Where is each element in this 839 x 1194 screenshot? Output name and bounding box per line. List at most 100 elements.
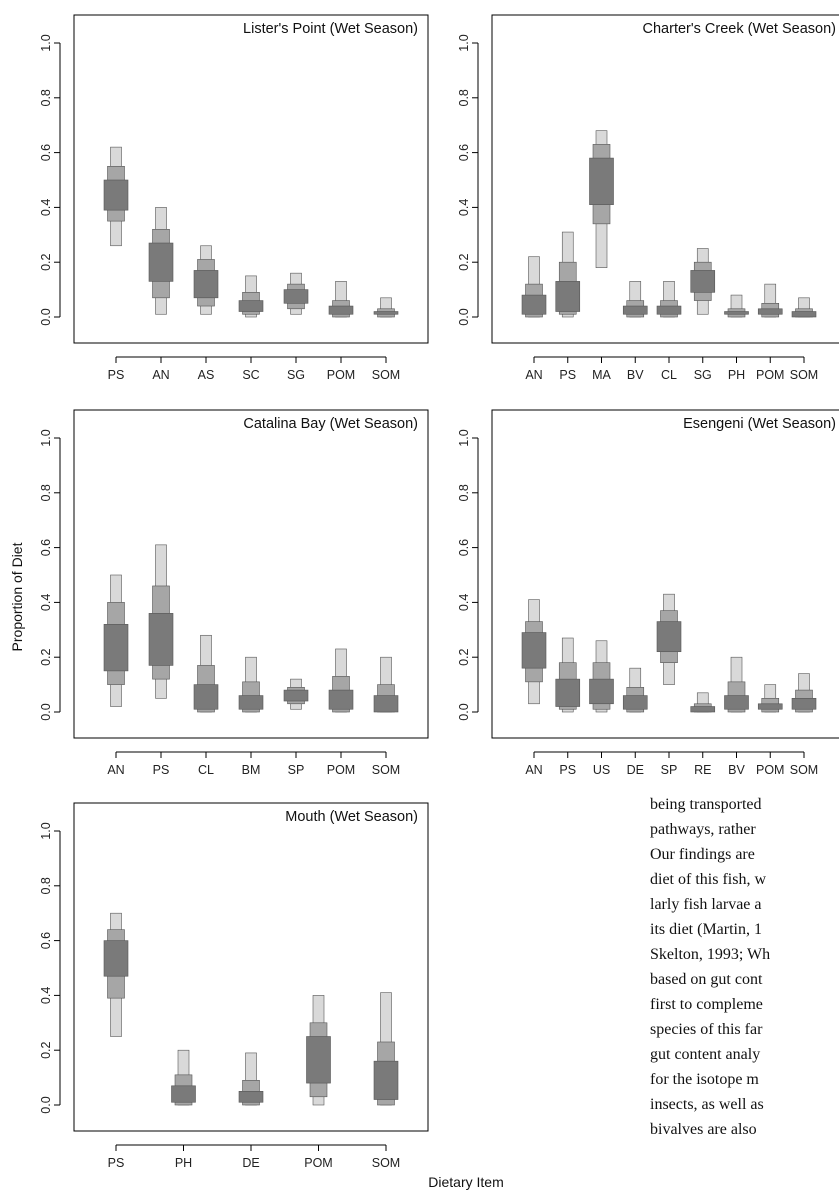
x-tick-label: PH	[728, 368, 745, 382]
panel-4: Esengeni (Wet Season) 0.0 0.2 0.4 0.6 0.8 1.0 A…	[457, 409, 839, 777]
panel-frame	[491, 409, 839, 739]
panel-frame	[73, 14, 429, 344]
x-tick-label: AN	[107, 763, 124, 777]
y-tick-label: 0.2	[39, 253, 53, 270]
y-tick-label: 0.0	[39, 308, 53, 325]
ci-50-bar-ps	[555, 281, 581, 312]
ci-50-bar-de	[622, 695, 648, 710]
body-text-line: bivalves are also	[650, 1121, 757, 1138]
ci-50-bar-pom	[757, 308, 783, 315]
y-tick-label: 0.8	[39, 484, 53, 501]
ci-50-bar-an	[521, 294, 547, 315]
y-tick-label: 0.4	[39, 594, 53, 611]
x-tick-label: CL	[198, 763, 214, 777]
ci-50-bar-bv	[622, 305, 648, 315]
x-tick-label: PS	[153, 763, 170, 777]
ci-50-bar-us	[589, 678, 614, 705]
ci-50-bar-ps	[103, 179, 129, 211]
y-tick-label: 0.0	[39, 703, 53, 720]
body-text-line: insects, as well as	[650, 1096, 764, 1113]
x-tick-label: SOM	[790, 368, 818, 382]
ci-50-bar-bm	[238, 695, 264, 710]
y-tick-label: 0.0	[457, 308, 471, 325]
panel-frame	[73, 802, 429, 1132]
x-tick-label: SOM	[372, 368, 400, 382]
ci-50-bar-som	[373, 1060, 399, 1100]
ci-50-bar-som	[791, 697, 817, 710]
ci-50-bar-ma	[589, 157, 614, 205]
x-tick-label: SP	[661, 763, 678, 777]
ci-50-bar-sp	[656, 621, 682, 653]
panel-frame	[73, 409, 429, 739]
ci-50-bar-sg	[690, 270, 716, 293]
ci-50-bar-pom	[328, 689, 354, 710]
x-tick-label: MA	[592, 368, 611, 382]
ci-50-bar-as	[193, 270, 219, 299]
x-tick-label: SG	[694, 368, 712, 382]
y-tick-label: 0.8	[457, 484, 471, 501]
panel-2: Charter's Creek (Wet Season) 0.0 0.2 0.4 0.6…	[457, 14, 839, 382]
ci-50-bar-som	[791, 311, 817, 318]
x-tick-label: POM	[327, 763, 355, 777]
x-tick-label: POM	[756, 368, 784, 382]
x-tick-label: POM	[756, 763, 784, 777]
y-tick-label: 1.0	[457, 34, 471, 51]
x-tick-label: AN	[525, 763, 542, 777]
body-text-line: larly fish larvae a	[650, 896, 762, 913]
ci-50-bar-ps	[103, 940, 129, 977]
y-tick-label: 0.4	[39, 199, 53, 216]
y-tick-label: 0.0	[457, 703, 471, 720]
x-tick-label: PH	[175, 1156, 192, 1170]
body-text-line: Our findings are	[650, 846, 755, 863]
y-tick-label: 0.2	[39, 1041, 53, 1058]
panel-1: Lister's Point (Wet Season) 0.0 0.2 0.4 0.6 0…	[39, 14, 429, 382]
y-tick-label: 0.2	[457, 253, 471, 270]
body-text-line: its diet (Martin, 1	[650, 921, 762, 938]
ci-50-bar-de	[238, 1091, 264, 1103]
y-tick-label: 0.4	[457, 594, 471, 611]
y-tick-label: 0.6	[39, 539, 53, 556]
y-tick-label: 0.8	[39, 89, 53, 106]
x-tick-label: PS	[108, 1156, 125, 1170]
y-tick-label: 0.6	[457, 144, 471, 161]
panel-title: Esengeni (Wet Season)	[683, 416, 836, 432]
x-tick-label: RE	[694, 763, 711, 777]
body-text-line: gut content analy	[650, 1046, 761, 1063]
y-tick-label: 0.8	[39, 877, 53, 894]
ci-50-bar-an	[148, 242, 174, 282]
body-text-line: being transported	[650, 796, 762, 813]
ci-50-bar-som	[373, 311, 399, 315]
ci-50-bar-sg	[283, 289, 309, 304]
y-tick-label: 0.6	[39, 144, 53, 161]
x-tick-label: AS	[198, 368, 215, 382]
y-tick-label: 0.2	[457, 648, 471, 665]
ci-50-bar-re	[690, 706, 716, 713]
x-tick-label: SG	[287, 368, 305, 382]
x-tick-label: DE	[627, 763, 644, 777]
x-tick-label: BV	[728, 763, 745, 777]
ci-50-bar-bv	[724, 695, 749, 710]
y-tick-label: 1.0	[457, 429, 471, 446]
x-tick-label: PS	[108, 368, 125, 382]
y-axis-title: Proportion of Diet	[9, 542, 25, 651]
y-tick-label: 0.6	[39, 932, 53, 949]
body-text-line: Skelton, 1993; Wh	[650, 946, 771, 963]
ci-50-bar-pom	[328, 305, 354, 315]
body-text-line: pathways, rather	[650, 821, 756, 838]
ci-50-bar-cl	[656, 305, 682, 315]
x-tick-label: SC	[242, 368, 259, 382]
x-tick-label: BM	[242, 763, 261, 777]
panel-title: Catalina Bay (Wet Season)	[243, 416, 418, 432]
panel-title: Mouth (Wet Season)	[285, 809, 418, 825]
ci-50-bar-sp	[283, 689, 309, 702]
y-tick-label: 0.0	[39, 1096, 53, 1113]
ci-50-bar-ps	[555, 678, 581, 707]
panel-title: Charter's Creek (Wet Season)	[643, 21, 836, 37]
body-text-line: species of this far	[650, 1021, 763, 1038]
ci-50-bar-pom	[306, 1036, 331, 1084]
y-tick-label: 0.6	[457, 539, 471, 556]
x-tick-label: DE	[242, 1156, 259, 1170]
ci-50-bar-ph	[171, 1085, 196, 1103]
panel-title: Lister's Point (Wet Season)	[243, 21, 418, 37]
